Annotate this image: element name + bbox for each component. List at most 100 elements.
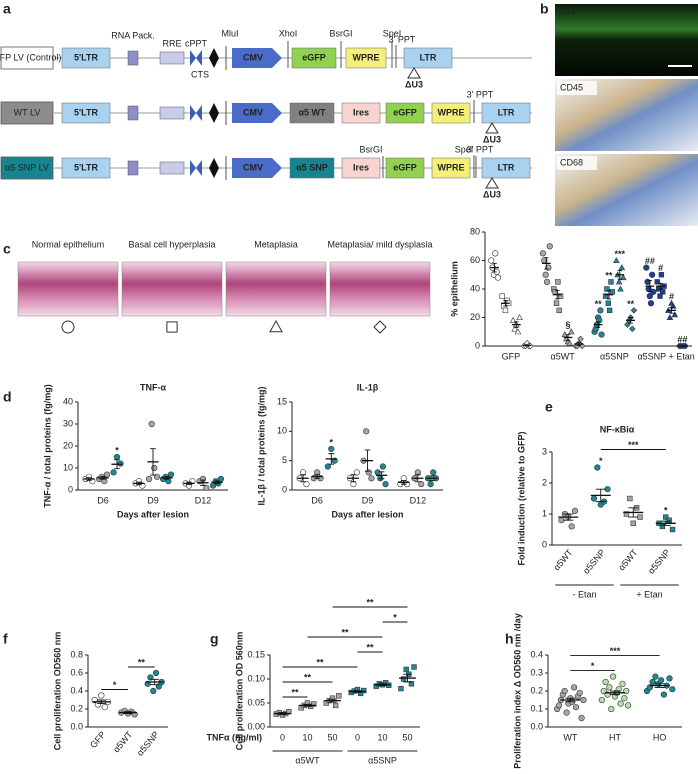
block	[61, 47, 111, 69]
block	[291, 47, 337, 69]
y-axis-title: TNF-α / total proteins (fg/mg)	[42, 384, 52, 508]
error-bar	[654, 683, 665, 688]
significance: **	[595, 299, 603, 309]
data-point	[578, 714, 585, 722]
y-tick-label: 40	[63, 396, 73, 406]
significance: **	[304, 672, 312, 682]
data-point	[669, 526, 676, 533]
label: WPRE	[353, 52, 380, 62]
error-bar	[123, 711, 133, 714]
chart-title: IL-1β	[357, 382, 379, 392]
data-point	[654, 279, 660, 285]
micrograph	[17, 261, 119, 317]
data-point	[602, 678, 609, 686]
label: WPRE	[438, 107, 465, 117]
error-bar	[403, 673, 412, 683]
significance: *	[591, 661, 595, 671]
label: 3' PPT	[467, 89, 494, 99]
label-bg	[557, 81, 597, 95]
data-point	[303, 481, 310, 488]
y-tick-label: 0.1	[530, 703, 543, 713]
rna-pack	[127, 50, 139, 66]
label: eGFP	[393, 107, 417, 117]
label: CMV	[243, 52, 263, 62]
data-point	[627, 495, 633, 502]
data-point	[553, 300, 560, 306]
data-point	[647, 300, 655, 307]
y-tick-label: 0.10	[247, 673, 265, 683]
data-point	[671, 311, 679, 318]
data-point	[596, 317, 603, 324]
y-tick-label: 2	[542, 477, 547, 487]
rre	[159, 161, 185, 175]
label: BsrGI	[329, 28, 352, 38]
error-bar	[514, 321, 519, 328]
y-tick-label: 0.4	[70, 685, 83, 695]
rna-pack	[127, 105, 139, 121]
x-tick-label: HO	[653, 732, 667, 742]
data-point	[98, 692, 105, 699]
construct-box	[0, 46, 54, 70]
block	[61, 102, 111, 124]
data-point	[606, 684, 613, 691]
y-tick-label: 0.05	[247, 697, 265, 707]
data-point	[566, 339, 573, 346]
data-point	[152, 669, 160, 677]
data-point	[555, 279, 561, 285]
block	[289, 157, 335, 179]
label: CD45	[560, 82, 583, 92]
block	[61, 157, 111, 179]
x-tick-label: WT	[563, 732, 577, 742]
y-tick-label: 5	[282, 455, 287, 465]
label: LTR	[498, 162, 515, 172]
data-point	[602, 293, 609, 299]
data-point	[666, 675, 673, 682]
x-axis-title: TNFα (ng/ml)	[206, 732, 262, 742]
block	[385, 102, 425, 124]
label: eGFP	[393, 162, 417, 172]
error-bar	[100, 476, 106, 480]
panel-letter: e	[545, 399, 553, 415]
significance: #	[658, 263, 663, 273]
label: CMV	[243, 162, 263, 172]
block	[341, 102, 381, 124]
x-axis-title: Days after lesion	[331, 509, 403, 519]
rre	[159, 51, 185, 65]
data-point	[494, 274, 502, 281]
error-bar	[278, 712, 287, 715]
data-point	[643, 264, 650, 271]
du3-triangle	[407, 67, 421, 79]
data-point	[629, 325, 636, 333]
y-tick-label: 0.3	[530, 667, 543, 677]
cts	[209, 48, 219, 68]
data-point	[649, 271, 656, 278]
error-bar	[136, 481, 142, 486]
data-point	[368, 475, 375, 482]
micrograph	[329, 261, 431, 317]
group-label: - Etan	[572, 589, 596, 599]
error-bar	[658, 282, 663, 290]
label: α5 SNP	[296, 162, 328, 172]
rre	[159, 106, 185, 120]
data-point	[561, 687, 568, 695]
error-bar	[328, 453, 335, 465]
significance: *	[113, 680, 117, 690]
label: XhoI	[279, 28, 298, 38]
error-bar	[303, 703, 312, 707]
x-tick-label: 10	[377, 732, 387, 742]
data-point	[577, 335, 584, 343]
error-bar	[378, 471, 385, 480]
panel-letter: d	[3, 389, 12, 405]
data-point	[649, 678, 656, 686]
construct-box	[0, 156, 54, 180]
cmv-arrow	[232, 158, 282, 178]
x-tick-label: D9	[362, 495, 374, 505]
error-bar	[525, 344, 530, 347]
data-point	[403, 666, 409, 673]
y-tick-label: 0	[542, 539, 547, 549]
significance: *	[664, 505, 668, 515]
error-bar	[595, 321, 601, 328]
block	[431, 157, 471, 179]
significance: **	[366, 597, 374, 607]
y-tick-label: 20	[470, 312, 480, 322]
